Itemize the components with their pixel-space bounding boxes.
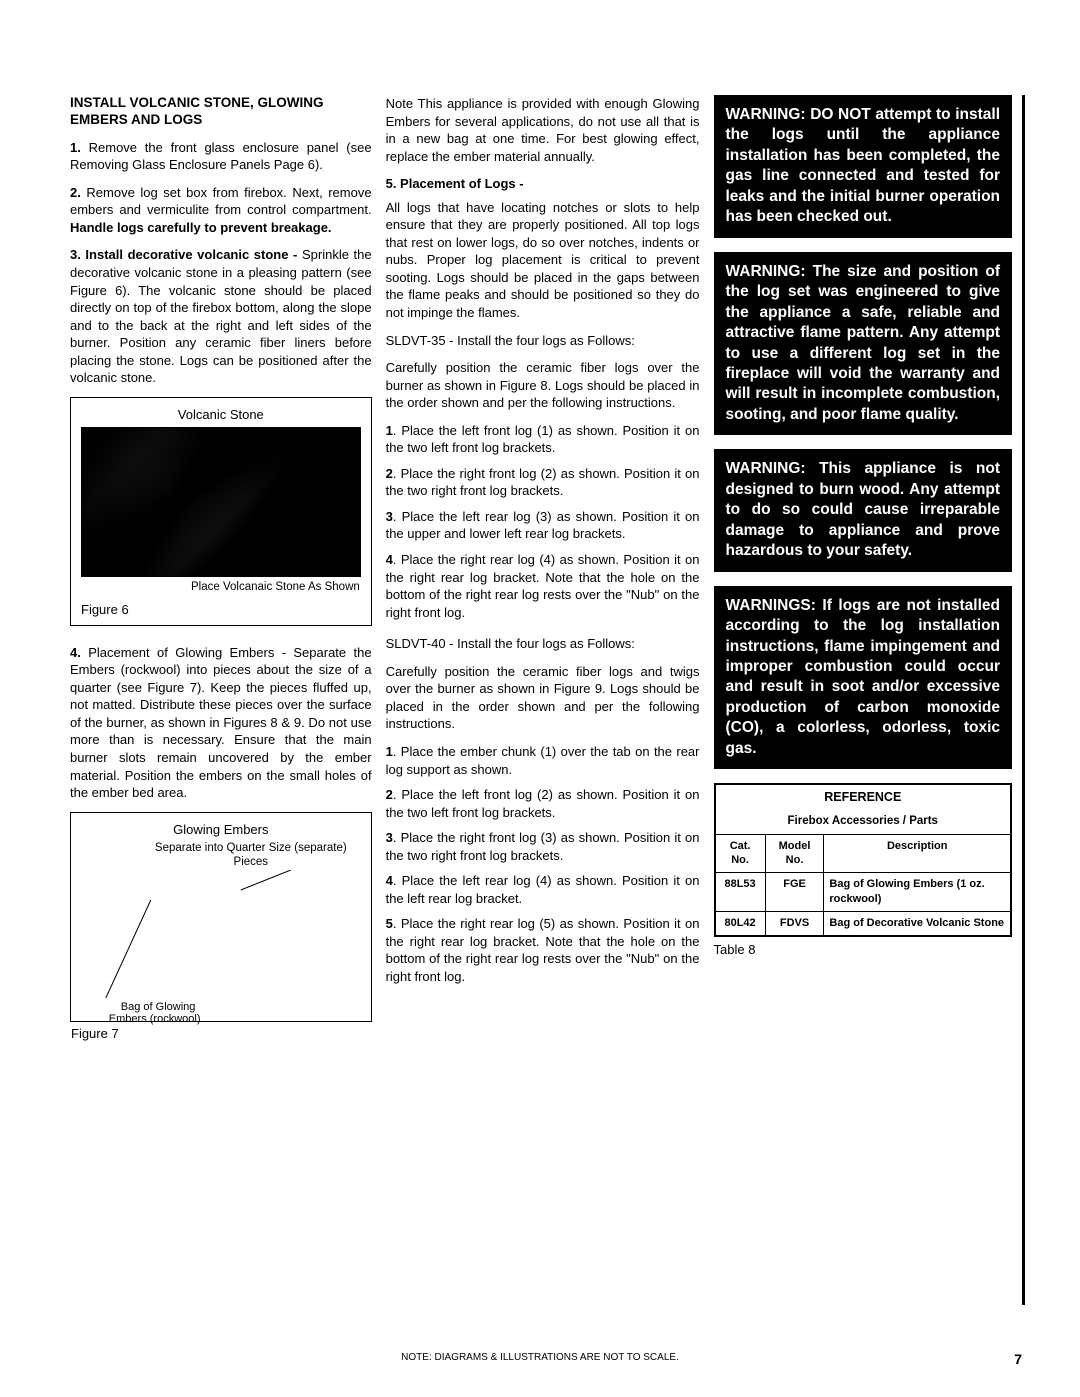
sldvt40-step1: 1. Place the ember chunk (1) over the ta…	[386, 743, 700, 778]
reference-table: REFERENCE Firebox Accessories / Parts Ca…	[714, 783, 1013, 937]
svg-text:Bag of Glowing: Bag of Glowing	[121, 1001, 196, 1013]
figure-7-box: Glowing Embers Separate into Quarter Siz…	[70, 812, 372, 1022]
sldvt40-step3: 3. Place the right front log (3) as show…	[386, 829, 700, 864]
col2-note: Note This appliance is provided with eno…	[386, 95, 700, 165]
sldvt35-step2: 2. Place the right front log (2) as show…	[386, 465, 700, 500]
warning-3: WARNING: This appliance is not designed …	[714, 449, 1013, 571]
figure-7-title: Glowing Embers	[81, 821, 361, 839]
step-4: 4. Placement of Glowing Embers - Separat…	[70, 644, 372, 802]
sldvt40-title: SLDVT-40 - Install the four logs as Foll…	[386, 635, 700, 653]
sldvt35-title: SLDVT-35 - Install the four logs as Foll…	[386, 332, 700, 350]
sldvt40-step5: 5. Place the right rear log (5) as shown…	[386, 915, 700, 985]
sldvt35-intro: Carefully position the ceramic fiber log…	[386, 359, 700, 412]
table-8-label: Table 8	[714, 941, 1013, 959]
figure-7-label: Figure 7	[71, 1025, 119, 1043]
figure-7-diagram: Bag of Glowing Embers (rockwool)	[81, 870, 361, 1030]
step-2: 2. Remove log set box from firebox. Next…	[70, 184, 372, 237]
ref-subtitle: Firebox Accessories / Parts	[715, 810, 1012, 834]
step-3: 3. Install decorative volcanic stone - S…	[70, 246, 372, 386]
ref-h3: Description	[824, 834, 1011, 873]
page-number: 7	[1014, 1351, 1022, 1367]
page-content: INSTALL VOLCANIC STONE, GLOWING EMBERS A…	[70, 95, 1025, 1305]
svg-text:Embers (rockwool): Embers (rockwool)	[109, 1013, 201, 1025]
warning-1: WARNING: DO NOT attempt to install the l…	[714, 95, 1013, 238]
footer-note: NOTE: DIAGRAMS & ILLUSTRATIONS ARE NOT T…	[0, 1352, 1080, 1363]
column-3: WARNING: DO NOT attempt to install the l…	[714, 95, 1013, 1305]
sldvt40-intro: Carefully position the ceramic fiber log…	[386, 663, 700, 733]
figure-6-caption: Place Volcanaic Stone As Shown	[81, 581, 361, 595]
warning-4: WARNINGS: If logs are not installed acco…	[714, 586, 1013, 770]
sldvt35-step4: 4. Place the right rear log (4) as shown…	[386, 551, 700, 621]
table-row: 88L53 FGE Bag of Glowing Embers (1 oz. r…	[715, 873, 1012, 912]
ref-h1: Cat. No.	[715, 834, 766, 873]
sldvt40-step2: 2. Place the left front log (2) as shown…	[386, 786, 700, 821]
figure-6-label: Figure 6	[81, 601, 361, 619]
warning-2: WARNING: The size and position of the lo…	[714, 252, 1013, 436]
step-1: 1. Remove the front glass enclosure pane…	[70, 139, 372, 174]
ref-h2: Model No.	[765, 834, 824, 873]
col2-logs-intro: All logs that have locating notches or s…	[386, 199, 700, 322]
volcanic-stone-image	[81, 427, 361, 577]
sldvt35-step1: 1. Place the left front log (1) as shown…	[386, 422, 700, 457]
column-1: INSTALL VOLCANIC STONE, GLOWING EMBERS A…	[70, 95, 372, 1305]
col2-subhead: 5. Placement of Logs -	[386, 175, 700, 193]
sldvt35-step3: 3. Place the left rear log (3) as shown.…	[386, 508, 700, 543]
column-2: Note This appliance is provided with eno…	[386, 95, 700, 1305]
figure-7-subtitle: Separate into Quarter Size (separate) Pi…	[81, 842, 361, 870]
sldvt40-step4: 4. Place the left rear log (4) as shown.…	[386, 872, 700, 907]
section-heading: INSTALL VOLCANIC STONE, GLOWING EMBERS A…	[70, 95, 372, 129]
figure-6-box: Volcanic Stone Place Volcanaic Stone As …	[70, 397, 372, 626]
figure-6-title: Volcanic Stone	[81, 406, 361, 424]
table-row: 80L42 FDVS Bag of Decorative Volcanic St…	[715, 912, 1012, 936]
ref-title: REFERENCE	[715, 784, 1012, 810]
